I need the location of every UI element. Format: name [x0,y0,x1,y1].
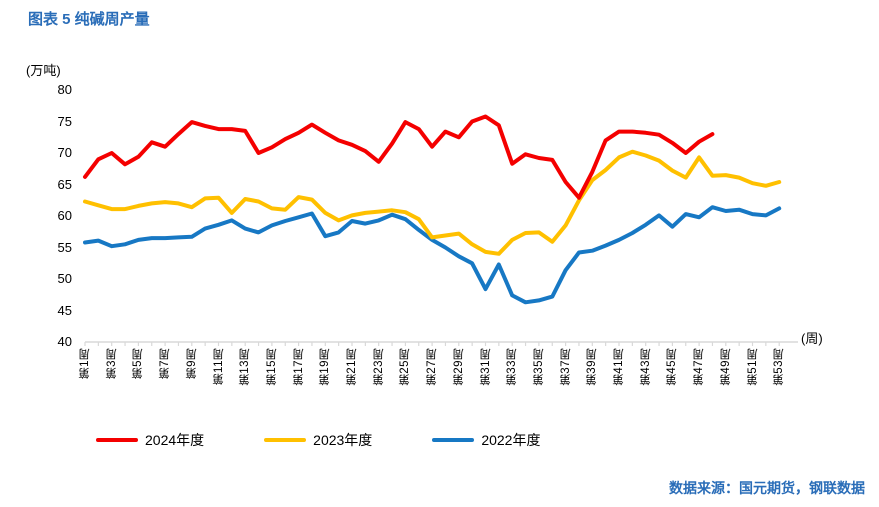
legend-item-2024年度: 2024年度 [96,430,204,450]
series-line-2024年度 [83,114,715,200]
x-tick-label-第41周: 第41周 [613,348,625,386]
x-tick-label-第13周: 第13周 [239,348,252,386]
series-line-2023年度 [83,149,782,256]
x-tick-label-第27周: 第27周 [426,348,439,386]
x-tick-label-第33周: 第33周 [506,348,519,386]
x-tick-label-第25周: 第25周 [399,348,412,386]
y-tick-label-65: 65 [57,176,72,192]
x-tick-label-第37周: 第37周 [559,348,572,386]
x-tick-label-第43周: 第43周 [639,348,652,386]
x-tick-label-第47周: 第47周 [693,348,706,386]
x-tick-label-第53周: 第53周 [773,348,786,386]
legend-line-swatch [96,438,138,442]
x-tick-label-第5周: 第5周 [132,348,145,379]
x-tick-label-第39周: 第39周 [586,348,599,386]
series-line-2022年度 [83,205,782,305]
x-tick-label-第11周: 第11周 [212,348,225,385]
data-source-text: 数据来源：国元期货，钢联数据 [669,480,865,496]
x-axis-unit-label: (周) [801,331,823,346]
x-tick-label-第31周: 第31周 [479,348,492,386]
x-tick-label-第35周: 第35周 [532,348,545,386]
y-tick-label-45: 45 [57,302,72,318]
legend-item-2023年度: 2023年度 [264,430,372,450]
legend-line-swatch [264,438,307,442]
legend-label: 2023年度 [313,432,373,448]
x-tick-label-第21周: 第21周 [346,348,358,386]
legend-line-swatch [432,438,475,442]
y-tick-label-80: 80 [57,82,72,97]
x-tick-label-第15周: 第15周 [265,348,278,386]
x-tick-label-第3周: 第3周 [105,348,118,379]
x-tick-label-第23周: 第23周 [372,348,385,386]
x-tick-label-第19周: 第19周 [319,348,332,386]
y-tick-label-40: 40 [57,334,72,349]
x-tick-label-第51周: 第51周 [746,348,759,386]
legend-label: 2022年度 [481,432,541,448]
y-tick-label-70: 70 [57,145,72,160]
legend-item-2022年度: 2022年度 [432,430,540,450]
x-tick-label-第49周: 第49周 [719,348,732,386]
y-tick-label-50: 50 [57,271,72,286]
y-tick-label-60: 60 [57,208,72,223]
legend-label: 2024年度 [145,432,205,448]
y-tick-label-75: 75 [57,113,72,129]
x-tick-label-第17周: 第17周 [292,348,305,386]
x-tick-label-第7周: 第7周 [159,348,172,379]
chart-legend: 2024年度 2023年度 2022年度 [96,430,540,450]
y-tick-label-55: 55 [57,239,72,255]
y-axis-unit-label: (万吨) [26,63,61,78]
x-tick-label-第45周: 第45周 [666,348,679,386]
x-tick-label-第1周: 第1周 [79,348,91,379]
x-tick-label-第9周: 第9周 [185,348,198,379]
chart-title: 图表 5 纯碱周产量 [28,11,150,28]
x-tick-label-第29周: 第29周 [452,348,465,386]
